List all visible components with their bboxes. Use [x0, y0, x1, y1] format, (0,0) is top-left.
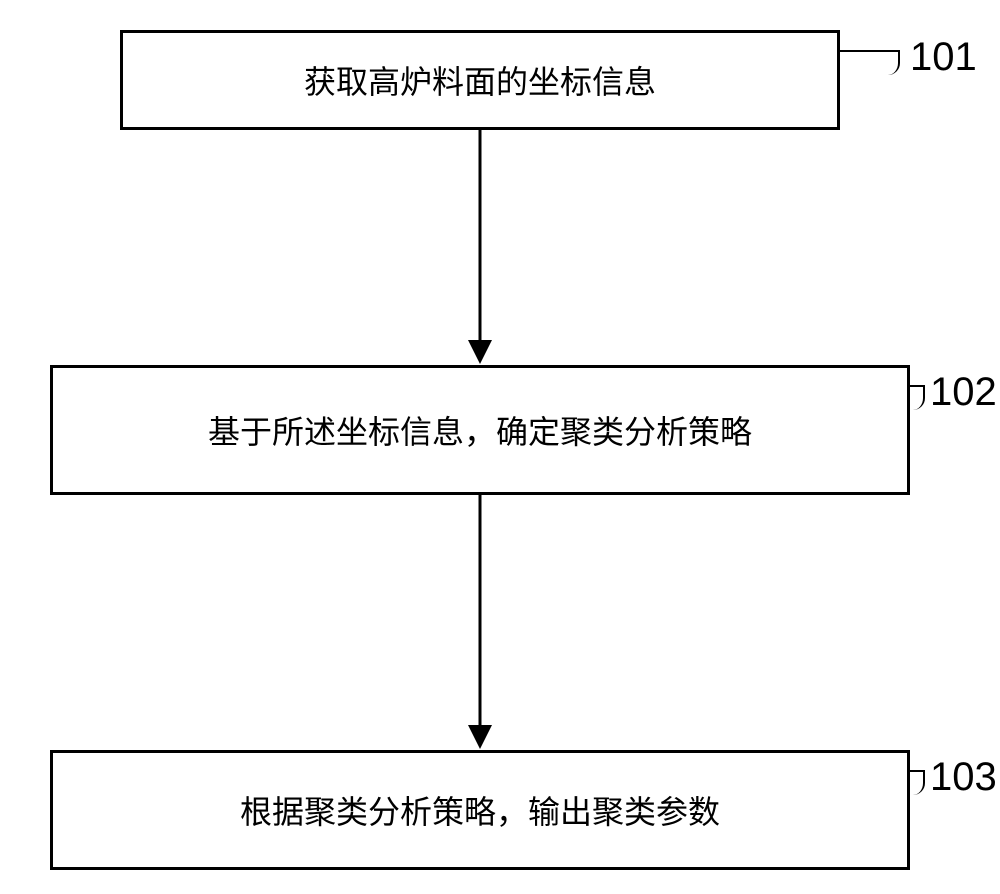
connector-101 [840, 50, 900, 75]
label-103: 103 [930, 755, 997, 800]
node-103: 根据聚类分析策略，输出聚类参数 [50, 750, 910, 870]
label-102: 102 [930, 370, 997, 415]
connector-103 [910, 770, 925, 795]
node-103-text: 根据聚类分析策略，输出聚类参数 [240, 787, 720, 833]
arrow-head-1 [468, 340, 492, 364]
node-101-text: 获取高炉料面的坐标信息 [304, 57, 656, 103]
node-102: 基于所述坐标信息，确定聚类分析策略 [50, 365, 910, 495]
arrow-line-2 [479, 495, 482, 725]
arrow-line-1 [479, 130, 482, 340]
node-102-text: 基于所述坐标信息，确定聚类分析策略 [208, 407, 752, 453]
label-101: 101 [910, 35, 977, 80]
arrow-head-2 [468, 725, 492, 749]
node-101: 获取高炉料面的坐标信息 [120, 30, 840, 130]
connector-102 [910, 385, 925, 410]
